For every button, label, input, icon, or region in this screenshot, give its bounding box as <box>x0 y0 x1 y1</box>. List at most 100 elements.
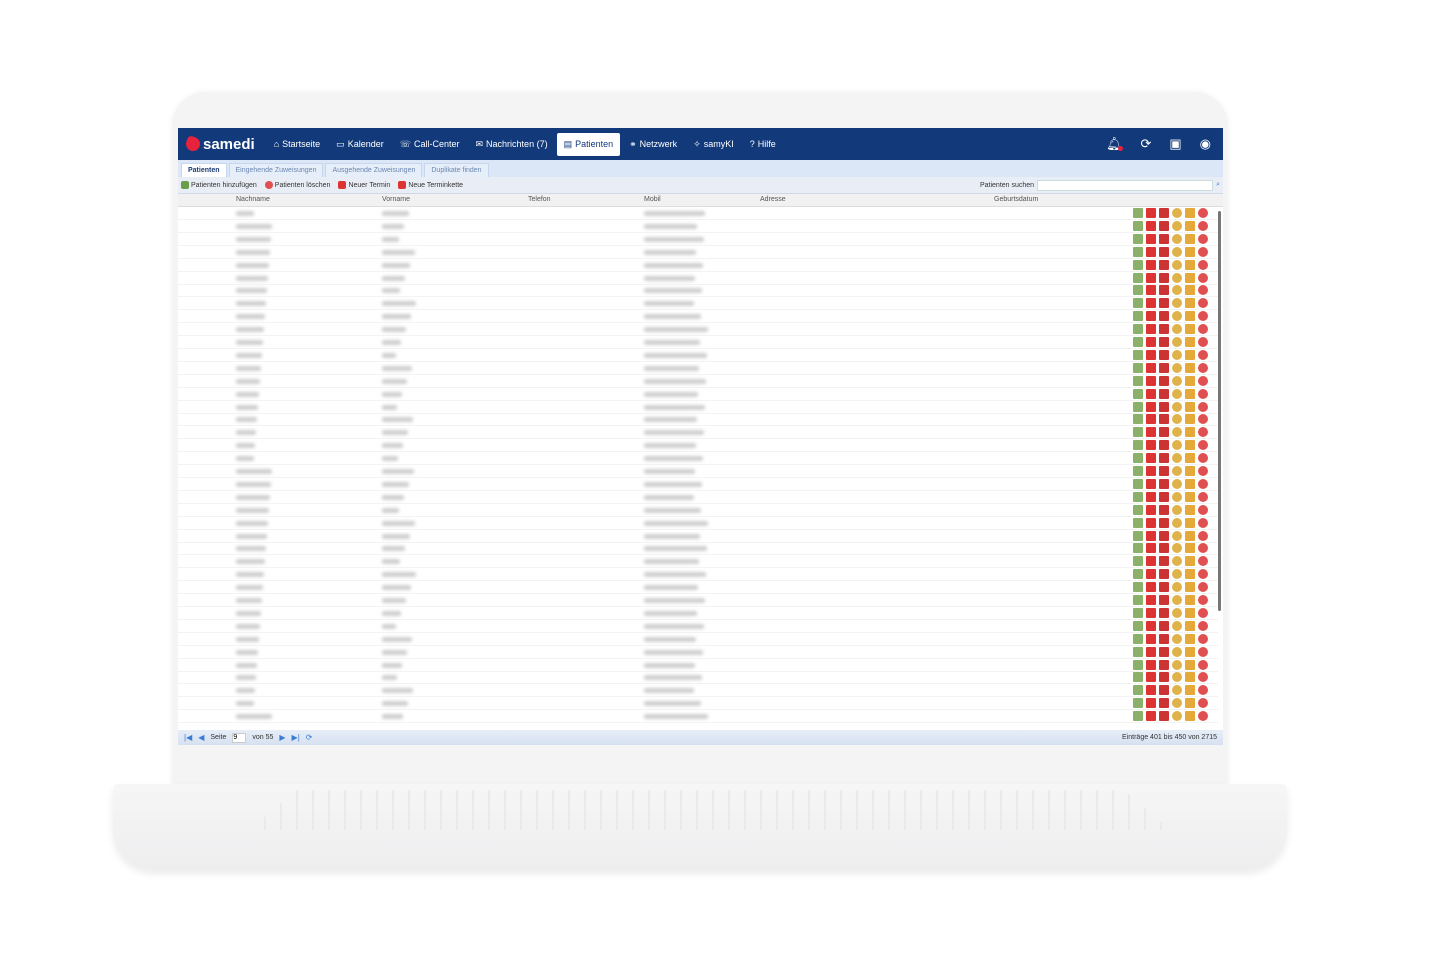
edit-icon[interactable] <box>1185 633 1195 644</box>
delete-icon[interactable] <box>1198 659 1208 670</box>
table-row[interactable] <box>178 284 1218 298</box>
table-row[interactable] <box>178 555 1218 569</box>
nav-item-call-center[interactable]: ☏ Call-Center <box>393 133 467 156</box>
table-row[interactable] <box>178 633 1218 646</box>
new-appointment-icon[interactable] <box>1146 698 1156 709</box>
edit-icon[interactable] <box>1185 698 1195 709</box>
patient-card-icon[interactable] <box>1133 620 1143 631</box>
patient-card-icon[interactable] <box>1133 466 1143 476</box>
add-patient-button[interactable]: Patienten hinzufügen <box>181 181 257 189</box>
patient-card-icon[interactable] <box>1133 504 1143 515</box>
appointment-chain-icon[interactable] <box>1159 504 1169 515</box>
table-row[interactable] <box>178 710 1218 724</box>
patient-card-icon[interactable] <box>1133 491 1143 502</box>
delete-icon[interactable] <box>1198 220 1208 231</box>
new-appointment-icon[interactable] <box>1146 453 1156 464</box>
nav-item-patienten[interactable]: ▤ Patienten <box>556 132 621 156</box>
delete-icon[interactable] <box>1198 582 1208 593</box>
delete-icon[interactable] <box>1198 414 1208 425</box>
delete-icon[interactable] <box>1198 491 1208 502</box>
appointment-chain-icon[interactable] <box>1159 362 1169 373</box>
table-row[interactable] <box>178 246 1218 259</box>
delete-icon[interactable] <box>1198 466 1208 476</box>
table-row[interactable] <box>178 349 1218 362</box>
patient-card-icon[interactable] <box>1133 569 1143 580</box>
appointment-chain-icon[interactable] <box>1159 633 1169 644</box>
view-icon[interactable] <box>1172 401 1182 412</box>
edit-icon[interactable] <box>1185 220 1195 231</box>
appointment-chain-icon[interactable] <box>1159 208 1169 218</box>
new-appointment-button[interactable]: Neuer Termin <box>338 181 390 189</box>
delete-icon[interactable] <box>1198 530 1208 541</box>
view-icon[interactable] <box>1172 543 1182 554</box>
view-icon[interactable] <box>1172 414 1182 425</box>
edit-icon[interactable] <box>1185 543 1195 554</box>
patient-card-icon[interactable] <box>1133 220 1143 231</box>
new-appointment-icon[interactable] <box>1146 298 1156 309</box>
edit-icon[interactable] <box>1185 337 1195 347</box>
edit-icon[interactable] <box>1185 556 1195 567</box>
table-row[interactable] <box>178 207 1218 220</box>
new-appointment-icon[interactable] <box>1146 607 1156 618</box>
samedi-logo[interactable]: samedi <box>184 135 255 153</box>
new-appointment-icon[interactable] <box>1146 285 1156 296</box>
new-appointment-icon[interactable] <box>1146 311 1156 322</box>
view-icon[interactable] <box>1172 233 1182 244</box>
patient-card-icon[interactable] <box>1133 388 1143 399</box>
view-icon[interactable] <box>1172 517 1182 528</box>
table-row[interactable] <box>178 336 1218 349</box>
delete-icon[interactable] <box>1198 233 1208 244</box>
search-icon[interactable]: ⌕ <box>1216 181 1220 188</box>
edit-icon[interactable] <box>1185 659 1195 670</box>
table-row[interactable] <box>178 439 1218 453</box>
new-appointment-icon[interactable] <box>1146 388 1156 399</box>
view-icon[interactable] <box>1172 246 1182 257</box>
appointment-chain-icon[interactable] <box>1159 233 1169 244</box>
table-row[interactable] <box>178 646 1218 659</box>
edit-icon[interactable] <box>1185 362 1195 373</box>
patient-card-icon[interactable] <box>1133 349 1143 360</box>
table-row[interactable] <box>178 697 1218 711</box>
page-input[interactable] <box>232 732 247 743</box>
appointment-chain-icon[interactable] <box>1159 466 1169 476</box>
nav-item-startseite[interactable]: ⌂ Startseite <box>267 133 327 156</box>
table-row[interactable] <box>178 323 1218 337</box>
table-row[interactable] <box>178 594 1218 607</box>
new-appointment-icon[interactable] <box>1146 633 1156 644</box>
delete-icon[interactable] <box>1198 285 1208 296</box>
new-appointment-icon[interactable] <box>1146 491 1156 502</box>
appointment-chain-icon[interactable] <box>1159 272 1169 283</box>
table-row[interactable] <box>178 568 1218 582</box>
patient-card-icon[interactable] <box>1133 311 1143 322</box>
appointment-chain-icon[interactable] <box>1159 285 1169 296</box>
edit-icon[interactable] <box>1185 324 1195 335</box>
edit-icon[interactable] <box>1185 440 1195 451</box>
appointment-chain-icon[interactable] <box>1159 324 1169 335</box>
edit-icon[interactable] <box>1185 414 1195 425</box>
view-icon[interactable] <box>1172 272 1182 283</box>
patient-card-icon[interactable] <box>1133 698 1143 709</box>
col-mobil[interactable]: Mobil <box>644 196 661 203</box>
next-page-icon[interactable]: ▶ <box>279 733 286 742</box>
patient-card-icon[interactable] <box>1133 659 1143 670</box>
tab-2[interactable]: Ausgehende Zuweisungen <box>325 163 423 177</box>
table-row[interactable] <box>178 233 1218 246</box>
edit-icon[interactable] <box>1185 620 1195 631</box>
delete-icon[interactable] <box>1198 362 1208 373</box>
table-row[interactable] <box>178 375 1218 388</box>
edit-icon[interactable] <box>1185 246 1195 257</box>
nav-item-kalender[interactable]: ▭ Kalender <box>329 133 391 156</box>
refresh-icon[interactable]: ⟳ <box>1140 136 1152 151</box>
table-row[interactable] <box>178 659 1218 672</box>
patient-card-icon[interactable] <box>1133 530 1143 541</box>
patient-card-icon[interactable] <box>1133 324 1143 335</box>
col-vorname[interactable]: Vorname <box>382 196 411 203</box>
table-row[interactable] <box>178 310 1218 324</box>
table-row[interactable] <box>178 426 1218 440</box>
view-icon[interactable] <box>1172 582 1182 593</box>
view-icon[interactable] <box>1172 311 1182 322</box>
appointment-chain-icon[interactable] <box>1159 220 1169 231</box>
patient-card-icon[interactable] <box>1133 556 1143 567</box>
patient-card-icon[interactable] <box>1133 685 1143 696</box>
edit-icon[interactable] <box>1185 349 1195 360</box>
